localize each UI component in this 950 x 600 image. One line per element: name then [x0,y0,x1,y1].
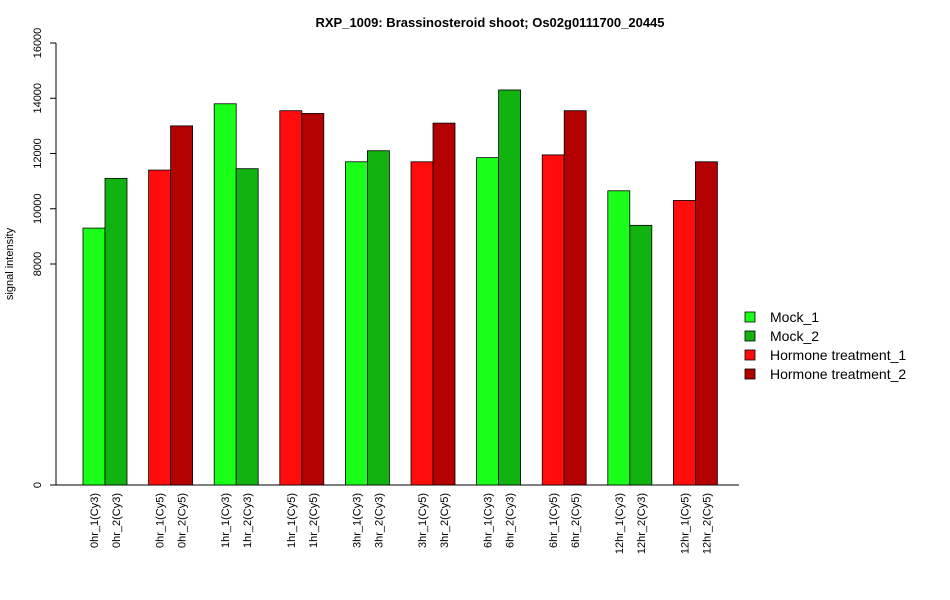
bar [213,103,237,486]
y-axis: 0 8000 10000 12000 14000 16000 [32,28,57,488]
x-tick-label: 6hr_1(Cy5) [548,493,560,548]
bar [563,110,587,486]
bar [410,161,434,486]
legend-entry: Mock_2 [770,328,819,344]
x-tick-label: 3hr_2(Cy5) [439,493,451,548]
legend-swatch [744,349,756,361]
bar [695,161,718,486]
x-tick-label: 1hr_2(Cy5) [308,493,320,548]
legend-entry: Mock_1 [770,309,819,325]
bar [629,224,653,486]
y-tick-label: 0 [32,482,44,488]
legend-entry: Hormone treatment_2 [770,366,906,382]
legend: Mock_1 Mock_2 Hormone treatment_1 Hormone t… [744,309,906,382]
bar [432,122,456,486]
legend-entry: Hormone treatment_1 [770,347,906,363]
legend-swatch [744,368,756,380]
bar [366,150,390,486]
bar [279,110,303,486]
y-tick-label: 12000 [32,138,44,169]
x-tick-label: 1hr_1(Cy3) [220,493,232,548]
x-tick-label: 1hr_2(Cy3) [242,493,254,548]
y-tick-label: 10000 [32,193,44,224]
bars [82,89,718,486]
y-axis-label: signal intensity [4,227,16,300]
y-tick-label: 16000 [32,28,44,59]
x-tick-label: 6hr_1(Cy3) [483,493,495,548]
bar [498,89,522,486]
x-tick-label: 3hr_1(Cy3) [351,493,363,548]
bar [235,168,259,486]
bar [148,169,172,486]
x-tick-label: 3hr_2(Cy3) [373,493,385,548]
bar [82,227,106,486]
x-tick-label: 12hr_2(Cy5) [701,493,713,554]
bar [104,177,128,486]
legend-swatch [744,311,756,323]
x-tick-labels: 0hr_1(Cy3) 0hr_2(Cy3) 0hr_1(Cy5) 0hr_2(Cy5)… [89,493,713,554]
x-tick-label: 0hr_1(Cy3) [89,493,101,548]
x-tick-label: 12hr_2(Cy3) [636,493,648,554]
x-tick-label: 1hr_1(Cy5) [286,493,298,548]
x-tick-label: 12hr_1(Cy5) [679,493,691,554]
x-tick-label: 0hr_1(Cy5) [155,493,167,548]
bar [301,113,325,486]
legend-swatch [744,330,756,342]
x-tick-label: 6hr_2(Cy3) [505,493,517,548]
bar [344,161,368,486]
bar [541,154,565,486]
bar [476,157,500,486]
y-tick-label: 14000 [32,83,44,114]
x-tick-label: 0hr_2(Cy3) [111,493,123,548]
bar [673,200,696,486]
y-tick-label: 8000 [32,252,44,276]
bar [607,190,631,486]
x-tick-label: 0hr_2(Cy5) [177,493,189,548]
bar [170,125,194,486]
x-tick-label: 12hr_1(Cy3) [614,493,626,554]
x-tick-label: 6hr_2(Cy5) [570,493,582,548]
x-tick-label: 3hr_1(Cy5) [417,493,429,548]
chart-title: RXP_1009: Brassinosteroid shoot; Os02g01… [315,15,664,30]
